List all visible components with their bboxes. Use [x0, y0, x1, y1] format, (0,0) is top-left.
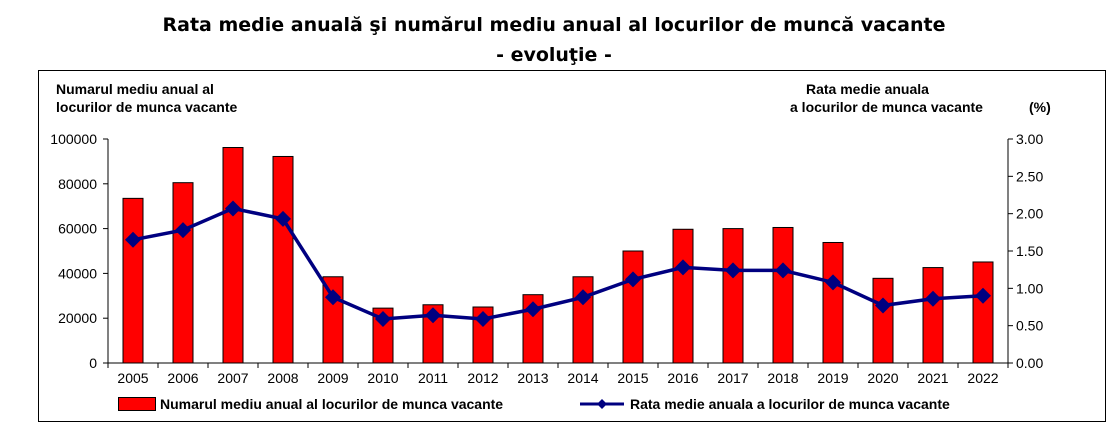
- x-tick-label: 2008: [267, 370, 298, 386]
- x-tick-label: 2012: [467, 370, 498, 386]
- x-tick-label: 2020: [867, 370, 898, 386]
- x-tick-label: 2015: [617, 370, 648, 386]
- x-tick-label: 2007: [217, 370, 248, 386]
- x-tick-label: 2019: [817, 370, 848, 386]
- rate-point: [475, 310, 491, 327]
- right-axis-label-line1: Rata medie anuala: [806, 81, 929, 97]
- y-right-tick-label: 0.00: [1016, 355, 1043, 371]
- y-right-tick-label: 1.00: [1016, 280, 1043, 296]
- rate-point: [525, 301, 541, 318]
- chart-subtitle: - evoluţie -: [496, 44, 612, 66]
- chart-title: Rata medie anuală şi numărul mediu anual…: [162, 14, 946, 36]
- x-tick-label: 2022: [967, 370, 998, 386]
- rate-point: [975, 287, 991, 304]
- rate-point: [225, 200, 241, 217]
- right-axis-label-line2: a locurilor de munca vacante: [790, 99, 983, 115]
- rate-point: [825, 274, 841, 291]
- bar: [272, 155, 294, 364]
- x-tick-label: 2005: [117, 370, 148, 386]
- x-tick-label: 2010: [367, 370, 398, 386]
- rate-point: [925, 290, 941, 307]
- y-left-tick-label: 0: [89, 355, 97, 371]
- y-left-tick-label: 40000: [58, 265, 97, 281]
- x-tick-label: 2011: [418, 370, 448, 386]
- bar: [872, 277, 894, 364]
- legend-line: Rata medie anuala a locurilor de munca v…: [578, 396, 950, 412]
- left-axis-label-line2: locurilor de munca vacante: [56, 99, 238, 115]
- right-axis-unit: (%): [1029, 99, 1051, 115]
- y-left-tick-label: 60000: [58, 221, 97, 237]
- legend-bars: Numarul mediu anual al locurilor de munc…: [118, 396, 503, 412]
- bar: [122, 197, 144, 364]
- left-axis-label-line1: Numarul mediu anual al: [56, 81, 214, 97]
- legend-bar-label: Numarul mediu anual al locurilor de munc…: [160, 396, 504, 412]
- rate-point: [725, 262, 741, 279]
- y-left-tick-label: 80000: [58, 176, 97, 192]
- y-right-tick-label: 2.50: [1016, 168, 1043, 184]
- bar: [822, 241, 844, 364]
- rate-point: [125, 231, 141, 248]
- rate-point: [625, 271, 641, 288]
- rate-point: [425, 307, 441, 324]
- y-right-tick-label: 3.00: [1016, 131, 1043, 147]
- x-tick-label: 2016: [667, 370, 698, 386]
- bar: [922, 267, 944, 364]
- bar: [972, 261, 994, 364]
- bar: [772, 226, 794, 364]
- rate-point: [375, 310, 391, 327]
- x-tick-label: 2017: [717, 370, 748, 386]
- x-tick-label: 2014: [567, 370, 598, 386]
- x-tick-label: 2018: [767, 370, 798, 386]
- rate-point: [175, 222, 191, 239]
- legend-line-swatch: [580, 399, 624, 409]
- x-tick-label: 2013: [517, 370, 548, 386]
- rate-point: [575, 289, 591, 306]
- bar: [672, 228, 694, 364]
- bar: [222, 147, 244, 364]
- y-right-tick-label: 0.50: [1016, 318, 1043, 334]
- y-right-tick-label: 1.50: [1016, 243, 1043, 259]
- x-tick-label: 2009: [317, 370, 348, 386]
- rate-point: [675, 259, 691, 276]
- x-tick-label: 2006: [167, 370, 198, 386]
- bar: [422, 304, 444, 364]
- rate-point: [275, 210, 291, 227]
- rate-point: [325, 289, 341, 306]
- y-right-tick-label: 2.00: [1016, 206, 1043, 222]
- x-tick-label: 2021: [917, 370, 948, 386]
- bar: [622, 250, 644, 364]
- bar: [722, 228, 744, 364]
- rate-point: [875, 297, 891, 314]
- y-left-tick-label: 20000: [58, 310, 97, 326]
- legend-line-label: Rata medie anuala a locurilor de munca v…: [630, 396, 950, 412]
- y-left-tick-label: 100000: [50, 131, 97, 147]
- rate-point: [775, 262, 791, 279]
- rate-line: [132, 206, 984, 321]
- bar: [172, 182, 194, 364]
- legend-bar-swatch: [118, 397, 156, 411]
- chart-frame: [38, 70, 1106, 422]
